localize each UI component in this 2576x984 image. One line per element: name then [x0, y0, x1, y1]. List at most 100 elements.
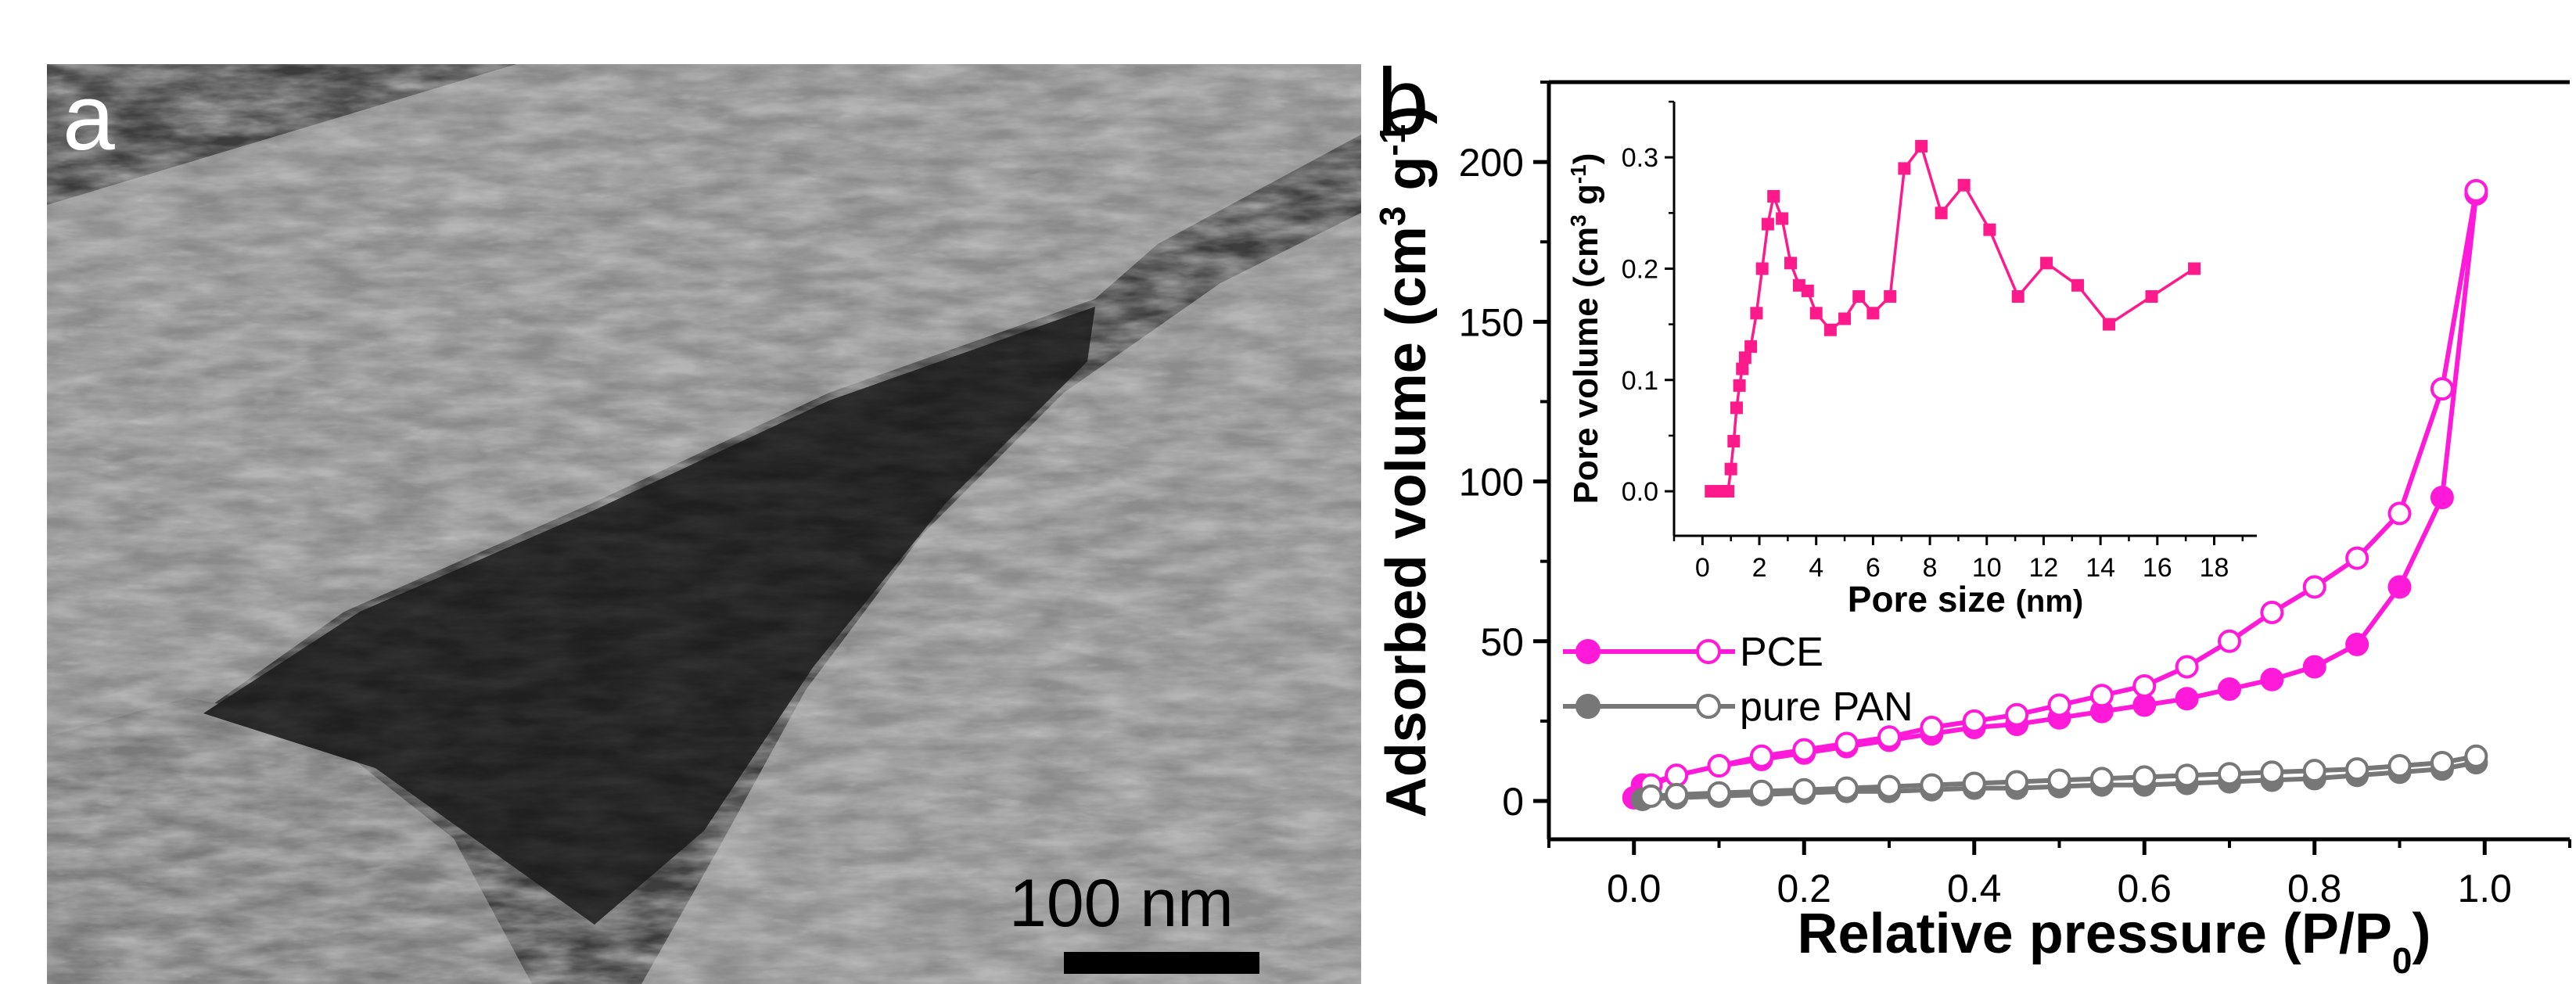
y-tick-label: 200	[1459, 141, 1524, 185]
inset-data-point	[2040, 257, 2053, 270]
inset-x-tick-label: 2	[1752, 553, 1767, 583]
inset-data-point	[1852, 290, 1866, 303]
data-point	[2218, 629, 2241, 653]
legend-marker-open	[1696, 639, 1721, 664]
inset-y-tick-label: 0.2	[1622, 254, 1658, 284]
data-point	[2260, 667, 2284, 691]
y-axis-label: Adsorbed volume (cm3 g-1)	[1372, 106, 1438, 818]
data-point	[2387, 575, 2412, 599]
data-point	[2089, 684, 2114, 708]
data-point	[2345, 546, 2369, 570]
data-point	[2218, 762, 2241, 786]
inset-x-tick-label: 12	[2029, 553, 2059, 583]
data-point	[1707, 781, 1731, 805]
inset-data-point	[1823, 323, 1837, 336]
sem-texture	[47, 64, 1361, 984]
data-point	[2260, 760, 2284, 785]
data-point	[2132, 765, 2157, 789]
inset-y-tick-label: 0.3	[1622, 143, 1658, 173]
panel-label-b: b	[1377, 49, 1429, 154]
data-point	[2345, 757, 2369, 781]
inset-data-point	[1776, 212, 1789, 225]
inset-plot: 0 2 4 6 8 10 12 14 16 18 0.0 0.1 0.2 0.3 Pore size (nm…	[1566, 100, 2257, 619]
data-point	[1920, 773, 1944, 797]
inset-data-point	[1761, 217, 1774, 231]
data-point	[2047, 693, 2071, 717]
inset-data-point	[1750, 307, 1763, 320]
inset-x-axis-label: Pore size (nm)	[1848, 579, 2083, 619]
inset-data-point	[1784, 257, 1797, 270]
inset-x-tick-label: 0	[1695, 553, 1710, 583]
inset-y-tick-label: 0.1	[1622, 366, 1658, 396]
data-point	[2302, 759, 2326, 783]
inset-data-point	[1983, 223, 1996, 236]
data-point	[2302, 575, 2326, 599]
data-point	[1920, 716, 1944, 740]
inset-data-point	[2011, 290, 2025, 303]
inset-data-point	[1838, 312, 1852, 325]
inset-x-tick-label: 16	[2143, 553, 2172, 583]
x-tick-label: 0.8	[2287, 867, 2342, 910]
y-tick-label: 50	[1480, 620, 1524, 664]
inset-y-axis-label: Pore volume (cm3 g-1)	[1566, 153, 1606, 505]
y-tick-label: 0	[1502, 780, 1524, 824]
inset-data-point	[1898, 162, 1911, 175]
data-point	[2175, 687, 2199, 711]
data-point	[1792, 738, 1816, 762]
data-point	[1665, 782, 1689, 806]
isotherm-chart: 0.0 0.2 0.4 0.6 0.8 1.0 0 50 100 150 200 Relative p…	[1372, 80, 2571, 981]
data-point	[2345, 632, 2369, 656]
x-tick-label: 0.6	[2117, 867, 2172, 910]
data-point	[2464, 744, 2488, 768]
inset-y-tick-label: 0.0	[1622, 477, 1658, 507]
inset-x-tick-label: 6	[1866, 553, 1881, 583]
data-point	[1707, 754, 1731, 778]
inset-data-point	[1722, 485, 1735, 498]
inset-data-point	[1801, 284, 1814, 297]
data-point	[2047, 768, 2071, 792]
x-tick-label: 0.2	[1777, 867, 1831, 910]
legend-label: pure PAN	[1740, 684, 1913, 730]
sem-image: a 100 nm	[47, 64, 1361, 984]
x-tick-label: 1.0	[2457, 867, 2512, 910]
legend-marker-open	[1696, 694, 1721, 719]
data-point	[2175, 655, 2199, 679]
y-tick-label: 150	[1459, 300, 1524, 344]
inset-data-point	[1736, 362, 1749, 375]
data-point	[2387, 754, 2412, 778]
data-point	[2430, 750, 2454, 774]
inset-data-point	[1727, 435, 1741, 448]
inset-x-tick-label: 4	[1809, 553, 1823, 583]
panel-label-a: a	[63, 65, 115, 170]
inset-x-tick-label: 8	[1923, 553, 1938, 583]
inset-data-point	[1744, 340, 1758, 354]
inset-data-point	[1957, 178, 1971, 192]
inset-data-point	[1767, 189, 1780, 203]
inset-series-line	[1711, 143, 2195, 493]
inset-data-point	[1730, 401, 1743, 415]
legend-marker-filled	[1575, 639, 1601, 664]
data-point	[2005, 702, 2029, 727]
inset-data-point	[1724, 462, 1737, 476]
inset-data-point	[2103, 318, 2116, 331]
inset-data-point	[1738, 351, 1751, 365]
inset-data-point	[1884, 290, 1897, 303]
inset-data-point	[1866, 307, 1880, 320]
data-point	[1962, 709, 1986, 733]
data-point	[1792, 778, 1816, 802]
x-tick-label: 0.4	[1947, 867, 2002, 910]
data-point	[1834, 776, 1859, 800]
data-point	[2464, 178, 2488, 203]
x-axis-label: Relative pressure (P/P0)	[1798, 903, 2431, 981]
main-plot: 0.0 0.2 0.4 0.6 0.8 1.0 0 50 100 150 200 Relative p…	[1372, 80, 2571, 981]
scale-bar-label: 100 nm	[1009, 866, 1234, 941]
inset-data-point	[1915, 139, 1928, 153]
y-tick-label: 100	[1459, 461, 1524, 505]
data-point	[2302, 655, 2326, 679]
scale-bar	[1064, 952, 1259, 974]
x-tick-label: 0.0	[1607, 867, 1662, 910]
data-point	[2132, 693, 2157, 717]
data-point	[2175, 763, 2199, 788]
data-point	[1877, 774, 1901, 799]
inset-x-tick-label: 14	[2086, 553, 2115, 583]
